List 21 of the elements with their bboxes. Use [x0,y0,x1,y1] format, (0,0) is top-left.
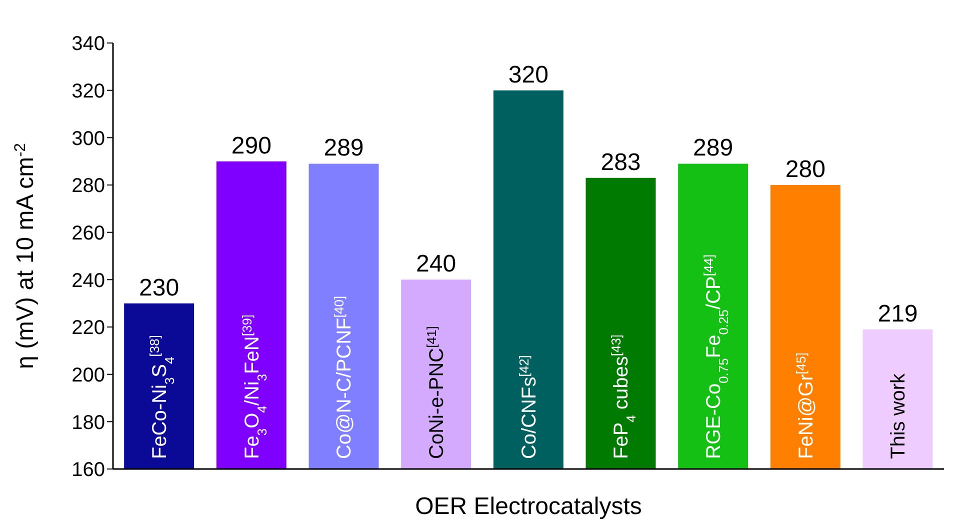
y-tick-label: 260 [72,222,105,244]
data-label: 289 [324,134,364,162]
data-label: 283 [600,148,641,176]
y-tick-label: 320 [72,80,105,102]
y-tick-label: 240 [72,270,105,292]
y-tick-label: 220 [72,317,105,340]
data-label: 320 [508,61,548,88]
y-tick-label: 280 [72,175,105,198]
y-tick-label: 340 [72,33,105,56]
x-axis-title: OER Electrocatalysts [415,493,642,520]
y-tick-label: 300 [72,128,105,150]
data-label: 219 [878,300,918,328]
data-label: 290 [231,132,272,160]
y-tick-label: 180 [72,412,105,434]
data-label: 230 [139,274,180,302]
data-label: 240 [416,250,456,278]
data-label: 280 [785,156,826,183]
y-tick-label: 200 [72,364,105,386]
y-tick-label: 160 [72,459,105,482]
data-label: 289 [693,134,734,162]
x-tick-label: This work [888,372,910,459]
